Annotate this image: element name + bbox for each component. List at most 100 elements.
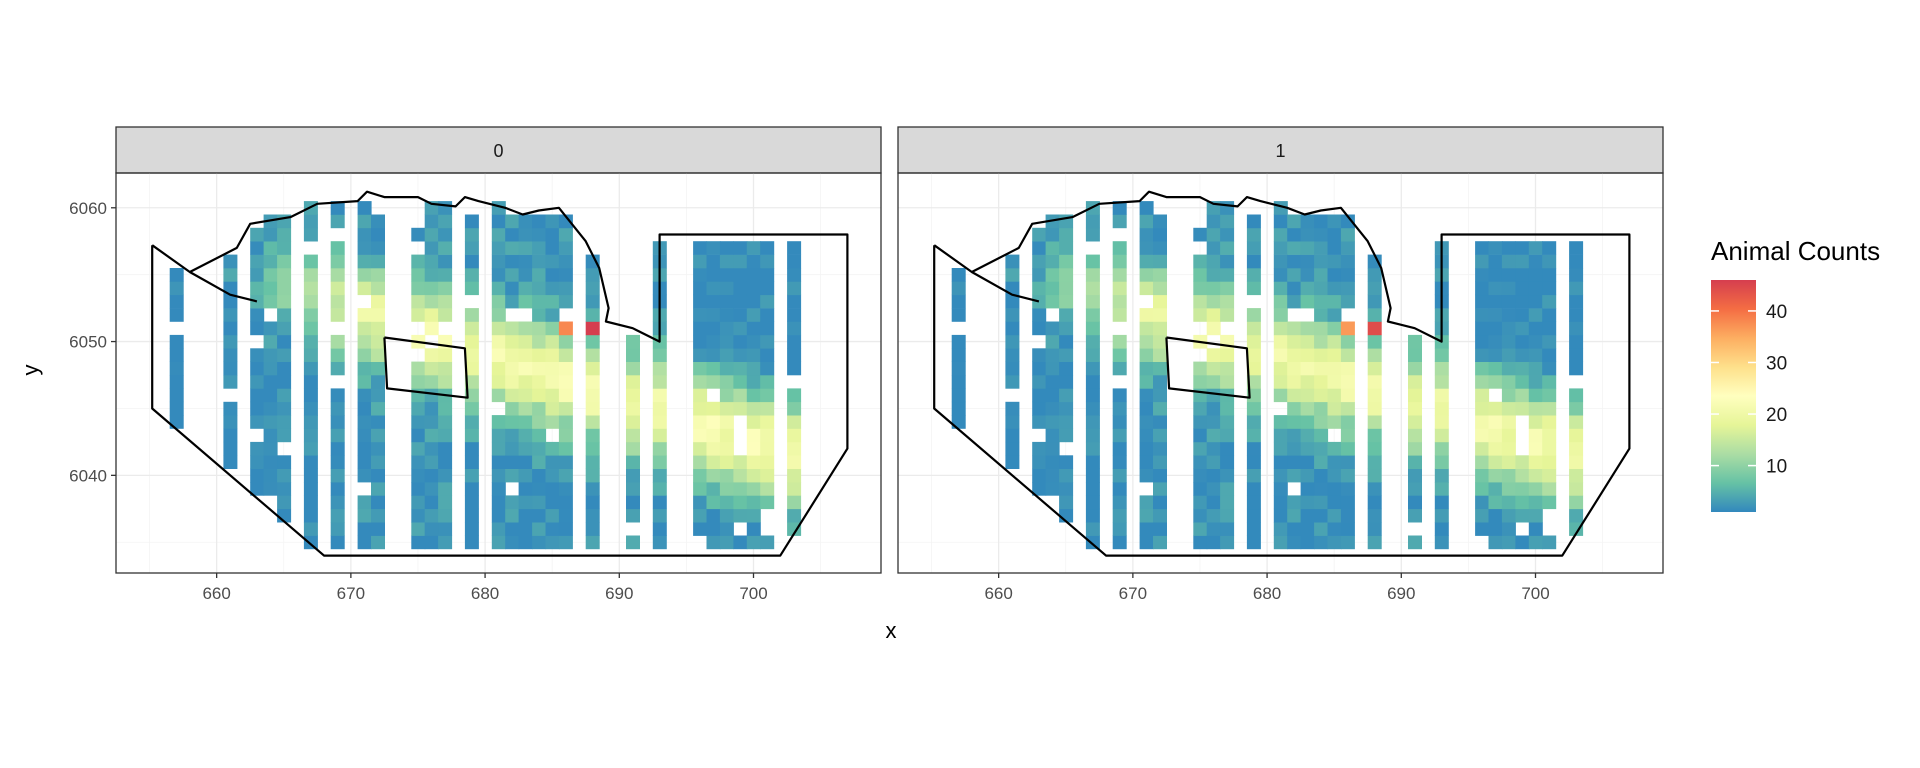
heat-cell — [1475, 375, 1490, 389]
heat-cell — [303, 334, 318, 349]
heat-cell — [719, 361, 734, 376]
heat-cell — [1475, 361, 1490, 376]
heat-cell — [277, 334, 292, 349]
heat-cell — [1340, 348, 1355, 362]
heat-cell — [371, 388, 385, 403]
heat-cell — [532, 522, 547, 536]
heat-cell — [787, 308, 802, 322]
heat-cell — [371, 401, 385, 416]
heat-cell — [1569, 401, 1584, 416]
heat-cell — [1475, 281, 1490, 296]
heat-cell — [1139, 428, 1154, 443]
heat-cell — [491, 241, 506, 255]
heat-cell — [357, 241, 372, 255]
heat-cell — [250, 241, 265, 255]
heat-cell — [719, 535, 734, 550]
heat-cell — [1542, 375, 1557, 389]
heat-cell — [371, 241, 385, 255]
heat-cell — [558, 214, 573, 229]
heat-cell — [1206, 468, 1221, 483]
heat-cell — [357, 415, 372, 429]
heat-cell — [951, 415, 966, 429]
heat-cell — [1314, 441, 1329, 456]
heat-cell — [1569, 321, 1584, 336]
heat-cell — [1032, 308, 1047, 322]
heat-cell — [558, 428, 573, 443]
heat-cell — [1085, 495, 1100, 510]
heat-cell — [1220, 241, 1235, 255]
heat-cell — [491, 428, 506, 443]
heat-cell — [1045, 428, 1060, 443]
heat-cell — [652, 401, 667, 416]
heat-cell — [558, 254, 573, 269]
heat-cell — [1139, 348, 1154, 362]
heat-cell — [277, 495, 292, 510]
heat-cell — [491, 388, 506, 403]
heat-cell — [1488, 241, 1503, 255]
heat-cell — [951, 388, 966, 403]
heat-cell — [330, 508, 345, 523]
heat-cell — [706, 321, 721, 336]
heat-cell — [1045, 361, 1060, 376]
heat-cell — [223, 401, 238, 416]
heat-cell — [1220, 482, 1235, 496]
heat-cell — [545, 468, 560, 483]
heat-cell — [1206, 227, 1221, 242]
heat-cell — [532, 508, 547, 523]
heat-cell — [1434, 468, 1449, 483]
x-tick-label: 680 — [471, 584, 499, 603]
heat-cell — [357, 495, 372, 510]
heat-cell — [277, 294, 292, 309]
heat-cell — [1059, 375, 1074, 389]
heat-cell — [1327, 522, 1342, 536]
facet-strip — [115, 126, 882, 174]
heat-cell — [760, 455, 775, 469]
heat-cell — [169, 375, 184, 389]
heat-cell — [1032, 361, 1047, 376]
heat-cell — [719, 468, 734, 483]
heat-cell — [1045, 334, 1060, 349]
heat-cell — [693, 334, 708, 349]
heat-cell — [706, 268, 721, 282]
heat-cell — [1206, 308, 1221, 322]
heat-cell — [424, 268, 439, 282]
heat-cell — [250, 415, 265, 429]
heat-cell — [1045, 482, 1060, 496]
heat-cell — [518, 428, 533, 443]
heat-cell — [424, 441, 439, 456]
heat-cell — [585, 334, 600, 349]
heat-cell — [303, 375, 318, 389]
heat-cell — [1153, 241, 1167, 255]
heat-cell — [1153, 214, 1167, 229]
heat-cell — [1287, 508, 1302, 523]
heat-cell — [1327, 388, 1342, 403]
heat-cell — [1206, 508, 1221, 523]
heat-cell — [1045, 455, 1060, 469]
heat-cell — [1327, 375, 1342, 389]
heat-cell — [505, 348, 520, 362]
heat-cell — [1112, 535, 1127, 550]
heat-cell — [545, 388, 560, 403]
heat-cell — [1153, 468, 1167, 483]
heat-cell — [1340, 441, 1355, 456]
heat-cell — [505, 535, 520, 550]
heat-cell — [746, 441, 761, 456]
heat-cell — [1408, 348, 1422, 362]
heat-cell — [652, 482, 667, 496]
heat-cell — [1206, 375, 1221, 389]
heat-cell — [330, 294, 345, 309]
heat-cell — [1314, 468, 1329, 483]
heat-cell — [558, 361, 573, 376]
heat-cell — [1434, 508, 1449, 523]
heat-cell — [1475, 308, 1490, 322]
heat-cell — [1287, 375, 1302, 389]
x-tick-label: 700 — [1521, 584, 1549, 603]
heat-cell — [733, 401, 748, 416]
heat-cell — [1085, 482, 1100, 496]
heat-cell — [357, 268, 372, 282]
heat-cell — [1153, 334, 1167, 349]
heat-cell — [1287, 227, 1302, 242]
heat-cell — [1139, 334, 1154, 349]
heat-cell — [706, 375, 721, 389]
heat-cell — [303, 468, 318, 483]
